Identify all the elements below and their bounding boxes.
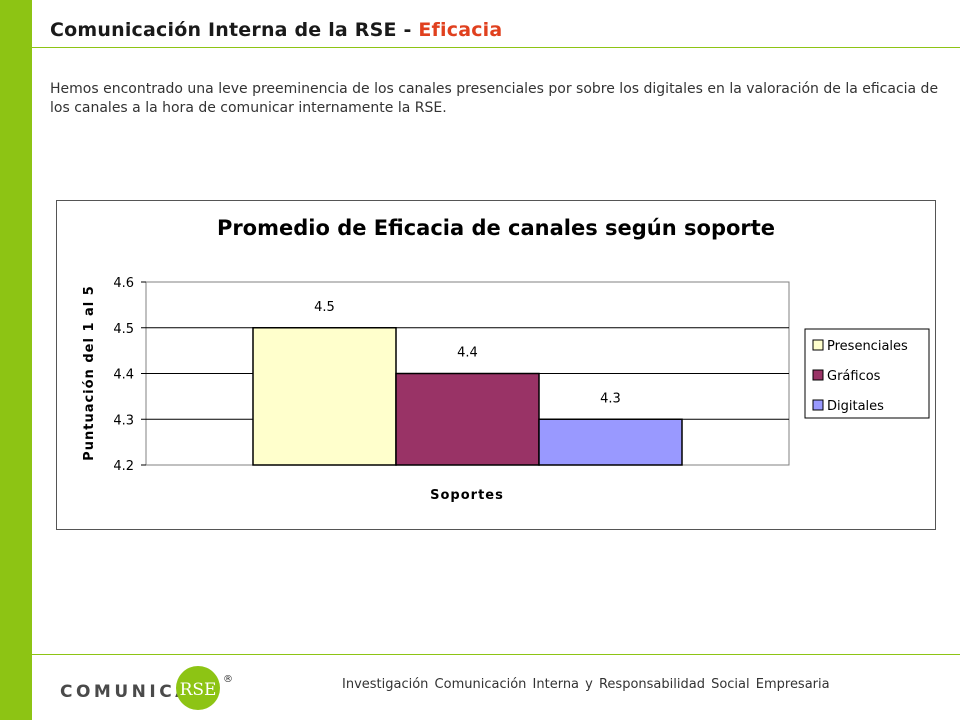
y-tick-label: 4.3 xyxy=(113,413,134,428)
bars xyxy=(252,327,683,466)
y-axis-ticks: 4.2 4.3 4.4 4.5 4.6 xyxy=(113,276,146,474)
page-title: Comunicación Interna de la RSE - Eficaci… xyxy=(50,19,502,41)
chart-title: Promedio de Eficacia de canales según so… xyxy=(217,216,775,240)
y-tick-label: 4.4 xyxy=(113,368,134,383)
legend-swatch xyxy=(812,369,824,381)
y-tick-label: 4.5 xyxy=(113,322,134,337)
footer-tagline: Investigación Comunicación Interna y Res… xyxy=(342,677,830,692)
registered-mark: ® xyxy=(223,674,233,685)
bar-gráficos xyxy=(395,372,540,466)
logo-wordmark: COMUNICA xyxy=(60,682,192,702)
x-axis-label: Soportes xyxy=(430,488,504,503)
legend-swatch xyxy=(812,339,824,351)
bar-digitales xyxy=(538,418,683,466)
data-label: 4.3 xyxy=(600,391,621,406)
sidebar-stripe xyxy=(0,0,32,720)
page-title-accent: Eficacia xyxy=(418,19,503,41)
data-label: 4.5 xyxy=(314,300,335,315)
footer-divider xyxy=(32,654,960,655)
legend-swatch xyxy=(812,399,824,411)
comunica-rse-logo: COMUNICA RSE ® xyxy=(60,664,240,714)
intro-paragraph: Hemos encontrado una leve preeminencia d… xyxy=(50,81,939,116)
legend-label: Gráficos xyxy=(827,369,881,384)
page-title-main: Comunicación Interna de la RSE - xyxy=(50,19,419,41)
data-labels: 4.5 4.4 4.3 xyxy=(314,300,621,407)
data-label: 4.4 xyxy=(457,346,478,361)
legend: Presenciales Gráficos Digitales xyxy=(804,328,930,419)
logo-badge: RSE xyxy=(180,680,217,700)
y-axis-label: Puntuación del 1 al 5 xyxy=(82,285,97,461)
chart-frame: Promedio de Eficacia de canales según so… xyxy=(56,200,936,530)
legend-label: Digitales xyxy=(827,399,884,414)
y-tick-label: 4.6 xyxy=(113,276,134,291)
legend-label: Presenciales xyxy=(827,339,908,354)
bar-chart: Promedio de Eficacia de canales según so… xyxy=(82,216,930,503)
header-divider xyxy=(32,47,960,48)
y-tick-label: 4.2 xyxy=(113,459,134,474)
bar-presenciales xyxy=(252,327,397,466)
legend-box xyxy=(804,328,930,419)
